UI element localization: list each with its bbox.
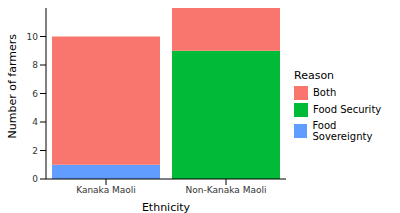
html-text:Food Security: Food Security	[313, 104, 382, 115]
html-text:Reason: Reason	[294, 68, 335, 82]
svg-text:Kanaka Maoli: Kanaka Maoli	[76, 185, 136, 195]
svg-text:4: 4	[32, 117, 38, 127]
svg-text:10: 10	[27, 32, 39, 42]
html-text:Both: Both	[313, 87, 337, 98]
html-text:Food Sovereignty: Food Sovereignty	[312, 119, 373, 142]
svg-text:6: 6	[32, 89, 38, 99]
svg-text:2: 2	[32, 146, 38, 156]
svg-text:Number of farmers: Number of farmers	[8, 34, 19, 139]
svg-text:8: 8	[32, 60, 38, 70]
svg-text:Non-Kanaka Maoli: Non-Kanaka Maoli	[186, 185, 267, 195]
svg-text:Ethnicity: Ethnicity	[142, 201, 191, 213]
svg-text:0: 0	[32, 174, 38, 184]
